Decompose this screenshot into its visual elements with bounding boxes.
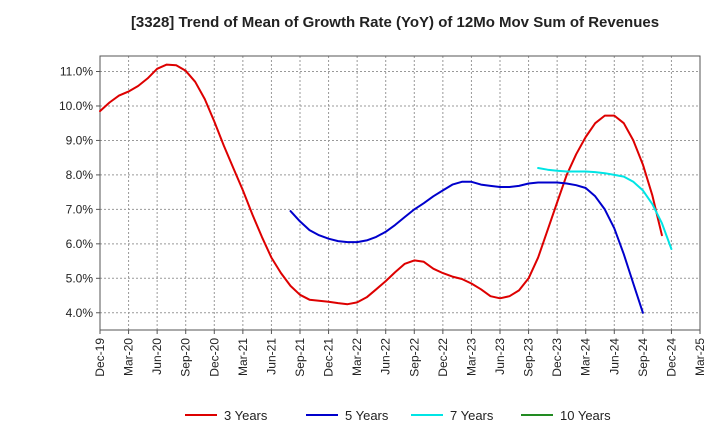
legend: 3 Years 5 Years 7 Years 10 Years: [185, 408, 611, 423]
grid-layer: [99, 56, 701, 330]
legend-label-3-years: 3 Years: [224, 408, 268, 423]
chart-title: [3328] Trend of Mean of Growth Rate (YoY…: [131, 14, 659, 31]
x-tick-label: Mar-23: [464, 338, 478, 376]
y-tick-label: 8.0%: [66, 168, 94, 182]
y-tick-label: 11.0%: [60, 65, 93, 79]
x-tick-label: Dec-20: [207, 338, 221, 377]
series-line-7-years: [537, 167, 673, 250]
x-tick-label: Jun-24: [607, 338, 621, 375]
y-tick-label: 4.0%: [66, 306, 94, 320]
axis-layer: 4.0% 5.0% 6.0% 7.0% 8.0% 9.0% 10.0% 11.0% Dec-19…: [59, 55, 707, 377]
y-tick-label: 9.0%: [66, 133, 94, 147]
series-line-3-years: [99, 63, 663, 306]
x-tick-label: Sep-24: [636, 338, 650, 377]
y-tick-label: 6.0%: [66, 237, 94, 251]
series-layer: [99, 63, 673, 314]
x-tick-label: Mar-21: [236, 338, 250, 376]
x-tick-label: Sep-22: [407, 338, 421, 377]
legend-label-5-years: 5 Years: [345, 408, 389, 423]
legend-label-10-years: 10 Years: [560, 408, 611, 423]
x-tick-label: Dec-22: [436, 338, 450, 377]
x-tick-label: Mar-25: [693, 338, 707, 376]
legend-label-7-years: 7 Years: [450, 408, 494, 423]
x-tick-label: Dec-24: [664, 338, 678, 377]
y-tick-label: 5.0%: [66, 271, 94, 285]
x-tick-label: Dec-19: [93, 338, 107, 377]
x-tick-label: Sep-23: [522, 338, 536, 377]
x-tick-label: Jun-20: [150, 338, 164, 375]
x-tick-label: Dec-21: [322, 338, 336, 377]
x-tick-label: Dec-23: [550, 338, 564, 377]
x-tick-label: Jun-21: [264, 338, 278, 375]
x-tick-label: Jun-23: [493, 338, 507, 375]
x-tick-label: Mar-24: [579, 338, 593, 376]
x-tick-label: Mar-20: [122, 338, 136, 376]
y-tick-label: 7.0%: [66, 202, 94, 216]
y-tick-label: 10.0%: [59, 99, 93, 113]
x-tick-label: Sep-21: [293, 338, 307, 377]
x-tick-label: Jun-22: [379, 338, 393, 375]
plot-frame: [99, 55, 701, 331]
x-tick-label: Mar-22: [350, 338, 364, 376]
series-line-5-years: [289, 180, 644, 314]
x-tick-label: Sep-20: [179, 338, 193, 377]
